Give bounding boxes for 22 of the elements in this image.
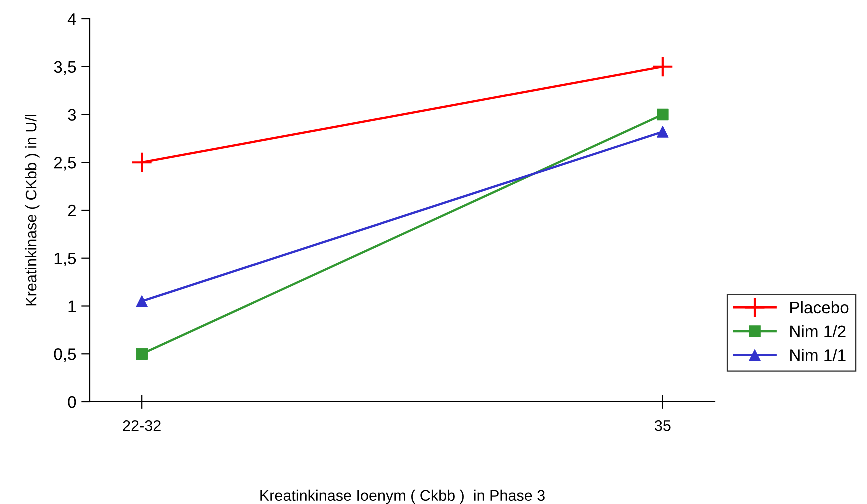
legend-label: Nim 1/1 bbox=[790, 349, 846, 362]
point bbox=[136, 348, 148, 360]
point bbox=[657, 108, 669, 121]
x-tick-label: 22-32 bbox=[123, 420, 161, 432]
y-tick-label: 0 bbox=[68, 396, 76, 408]
y-tick-label: 0,5 bbox=[54, 348, 76, 362]
x-axis-title: Kreatinkinase Ioenym ( Ckbb ) in Phase 3 bbox=[260, 490, 545, 504]
y-tick-label: 2 bbox=[68, 204, 76, 217]
point bbox=[131, 152, 153, 174]
y-tick-label: 3,5 bbox=[54, 61, 76, 76]
y-tick-label: 3 bbox=[68, 109, 76, 121]
y-tick-label: 1,5 bbox=[54, 252, 76, 267]
point bbox=[657, 126, 669, 138]
point bbox=[652, 56, 674, 78]
point bbox=[136, 296, 148, 308]
y-tick-label: 4 bbox=[68, 14, 76, 26]
y-tick-label: 2,5 bbox=[54, 157, 76, 171]
y-tick-label: 1 bbox=[68, 300, 76, 312]
legend-label: Placebo bbox=[790, 301, 849, 314]
legend-label: Nim 1/2 bbox=[790, 325, 846, 338]
y-axis-title: Kreatinkinase ( CKbb ) in U/l bbox=[26, 115, 40, 306]
x-tick-label: 35 bbox=[655, 420, 671, 432]
